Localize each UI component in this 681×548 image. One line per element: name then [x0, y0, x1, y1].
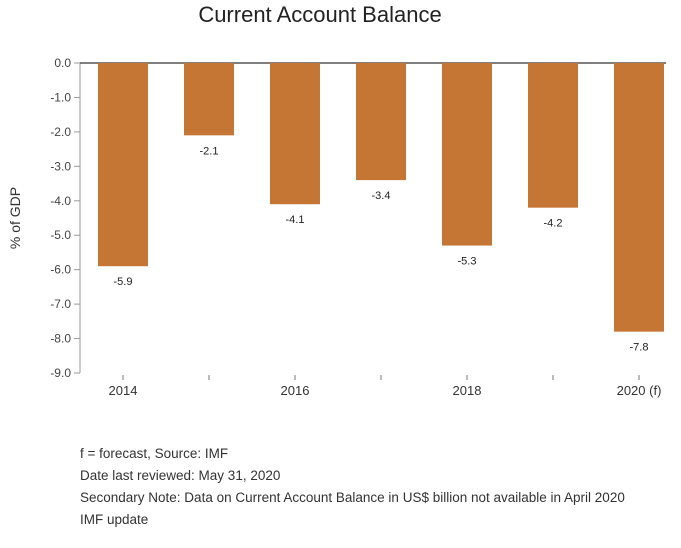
data-label: -5.9	[114, 276, 133, 288]
bar-chart: 0.0 -1.0 -2.0 -3.0 -4.0 -5.0 -6.0 -7.0 -8.0 -9.0%…	[7, 56, 666, 398]
x-tick-label: 2014	[109, 383, 138, 398]
chart-notes: f = forecast, Source: IMF Date last revi…	[80, 443, 640, 531]
y-tick-label: -3.0	[50, 159, 71, 173]
y-tick-label: -7.0	[50, 297, 71, 311]
y-tick-label: -2.0	[50, 125, 71, 139]
bar-2014	[98, 63, 148, 267]
bar-2017	[356, 63, 406, 181]
data-label: -5.3	[458, 256, 477, 268]
chart-title: Current Account Balance	[198, 2, 442, 27]
y-tick-label: 0.0	[54, 56, 71, 70]
bar-2019	[528, 63, 578, 208]
x-tick-label: 2018	[453, 383, 482, 398]
y-tick-label: -5.0	[50, 228, 71, 242]
y-tick-label: -9.0	[50, 366, 71, 380]
note-forecast-source: f = forecast, Source: IMF	[80, 446, 229, 461]
y-tick-label: -1.0	[50, 90, 71, 104]
y-tick-label: -4.0	[50, 194, 71, 208]
x-tick-label: 2016	[281, 383, 310, 398]
note-secondary: Secondary Note: Data on Current Account …	[80, 490, 625, 527]
data-label: -2.1	[200, 145, 219, 157]
data-label: -4.2	[544, 218, 563, 230]
bar-2016	[270, 63, 320, 205]
data-label: -3.4	[372, 190, 391, 202]
bar-2018	[442, 63, 492, 246]
y-axis-title: % of GDP	[7, 187, 23, 249]
x-tick-label: 2020 (f)	[617, 383, 662, 398]
data-label: -7.8	[630, 342, 649, 354]
y-tick-label: -8.0	[50, 332, 71, 346]
note-date-reviewed: Date last reviewed: May 31, 2020	[80, 468, 281, 483]
bar-2015	[184, 63, 234, 136]
data-label: -4.1	[286, 214, 305, 226]
bar-2020f	[614, 63, 664, 332]
y-tick-label: -6.0	[50, 263, 71, 277]
